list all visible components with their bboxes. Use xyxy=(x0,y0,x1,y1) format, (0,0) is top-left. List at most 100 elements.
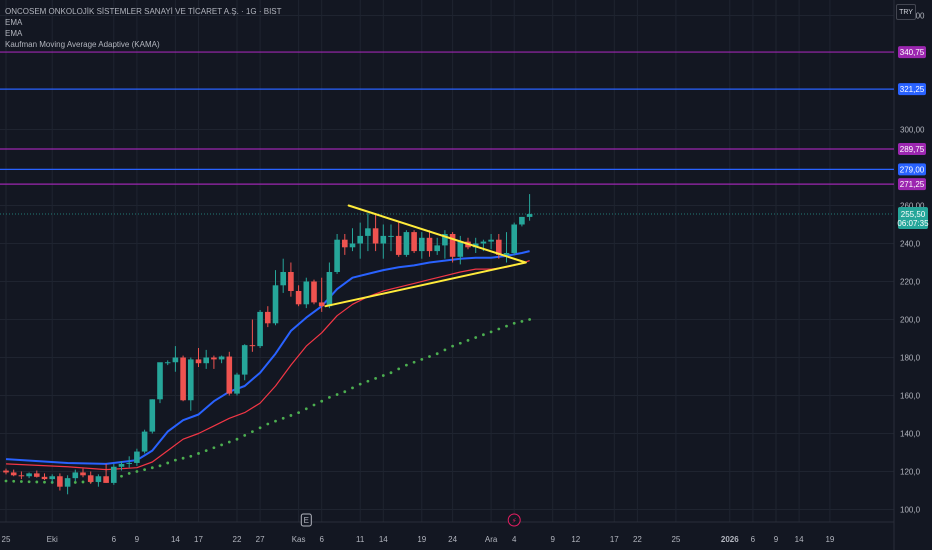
y-tick-label: 200,0 xyxy=(900,316,921,325)
y-tick-label: 160,0 xyxy=(900,392,921,401)
kama-dot xyxy=(20,480,23,483)
currency-button[interactable]: TRY xyxy=(896,4,916,20)
x-tick-label: 24 xyxy=(448,535,457,544)
candle xyxy=(488,234,494,250)
kama-dot xyxy=(120,474,123,478)
candle-body xyxy=(241,345,248,375)
candle xyxy=(442,230,448,259)
kama-dot xyxy=(328,396,331,399)
candle xyxy=(265,306,271,328)
kama-dot xyxy=(412,360,416,364)
candle-body xyxy=(488,239,494,242)
candle xyxy=(157,362,163,404)
candle xyxy=(519,216,525,227)
candle xyxy=(87,471,94,484)
candle xyxy=(318,277,325,312)
level-badge xyxy=(898,83,926,96)
kama-dot xyxy=(266,422,270,426)
candle-body xyxy=(164,362,171,364)
candle xyxy=(10,469,17,477)
earnings-marker: E xyxy=(300,513,312,527)
y-tick-label: 260,00 xyxy=(900,202,925,211)
candle-body xyxy=(203,357,209,364)
kama-dot xyxy=(482,333,485,337)
candle xyxy=(49,474,55,483)
candle xyxy=(149,399,156,434)
candle xyxy=(95,474,102,487)
x-tick-label: 19 xyxy=(417,535,426,544)
earnings-marker-box xyxy=(300,513,312,527)
kama-dot xyxy=(443,348,447,352)
candle xyxy=(503,232,510,263)
symbol-title[interactable]: ONCOSEM ONKOLOJİK SİSTEMLER SANAYİ VE Tİ… xyxy=(5,7,282,16)
candle-body xyxy=(72,472,79,479)
y-tick-label: 100,0 xyxy=(900,506,921,515)
countdown-label: 06:07:35 xyxy=(897,219,929,228)
candle-body xyxy=(188,359,194,401)
candle xyxy=(57,473,63,491)
y-tick-label: 120,0 xyxy=(900,468,921,477)
candle-body xyxy=(3,470,9,473)
x-tick-label: 9 xyxy=(135,535,140,544)
level-badge xyxy=(898,178,926,191)
y-tick-label: 240,0 xyxy=(900,240,921,249)
candle-body xyxy=(218,356,225,360)
candle xyxy=(226,351,233,396)
candle-body xyxy=(126,462,132,464)
candle-body xyxy=(318,302,325,307)
candle-body xyxy=(503,253,510,255)
candle xyxy=(18,471,25,480)
candle xyxy=(34,470,40,478)
candle-body xyxy=(226,356,233,394)
candle xyxy=(118,461,125,471)
x-tick-label: Ara xyxy=(485,535,498,544)
x-tick-label: 25 xyxy=(2,535,11,544)
candle-body xyxy=(234,374,240,394)
candle xyxy=(64,475,71,495)
candle-body xyxy=(426,237,433,252)
candle-body xyxy=(519,216,525,225)
x-tick-label: Eki xyxy=(47,535,58,544)
candle xyxy=(295,285,302,307)
kama-dot xyxy=(528,318,531,321)
indicator-ema-fast[interactable]: EMA xyxy=(5,18,23,27)
candle xyxy=(449,232,456,263)
candle xyxy=(164,360,171,366)
candle-body xyxy=(41,476,48,480)
candle xyxy=(334,234,340,274)
candle-body xyxy=(419,237,425,252)
candle xyxy=(272,270,279,326)
candle-body xyxy=(480,241,487,244)
kama-dot xyxy=(358,382,362,386)
level-badge xyxy=(898,142,926,155)
candle xyxy=(195,348,202,367)
kama-dot xyxy=(297,411,300,414)
candle xyxy=(211,355,217,369)
candle-body xyxy=(511,224,517,253)
candle-body xyxy=(496,239,502,255)
candle xyxy=(41,473,48,481)
indicator-kama[interactable]: Kaufman Moving Average Adaptive (KAMA) xyxy=(5,40,160,49)
kama-dot xyxy=(243,434,247,437)
kama-dot xyxy=(320,399,324,403)
candle-body xyxy=(211,357,217,360)
level-badge-label: 289,75 xyxy=(900,145,925,154)
candle-body xyxy=(34,473,40,477)
dividend-marker: ⚡ xyxy=(507,513,521,527)
candle-body xyxy=(526,214,533,217)
level-badge xyxy=(898,163,926,176)
kama-dot xyxy=(35,480,39,484)
kama-dot xyxy=(381,374,385,377)
candle xyxy=(372,213,379,252)
candle-body xyxy=(10,472,17,476)
kama-dot xyxy=(351,386,354,390)
candle-body xyxy=(365,228,371,236)
candle xyxy=(434,237,440,255)
x-tick-label: 14 xyxy=(379,535,388,544)
kama-dot xyxy=(397,367,401,371)
candle xyxy=(511,222,517,255)
indicator-ema-slow[interactable]: EMA xyxy=(5,29,23,38)
kama-dot xyxy=(150,466,154,470)
candle xyxy=(257,310,263,348)
